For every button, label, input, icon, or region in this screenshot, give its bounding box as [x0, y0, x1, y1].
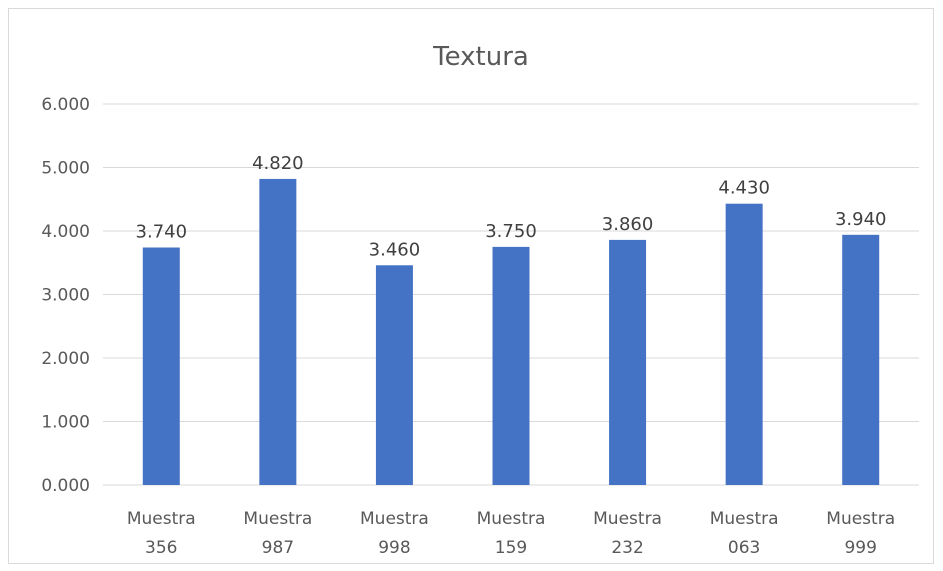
data-label: 3.460 — [369, 239, 421, 260]
y-tick-label: 3.000 — [41, 286, 90, 306]
y-axis: 0.000 1.000 2.000 3.000 4.000 5.000 6.000 — [41, 95, 90, 496]
x-tick-label: Muestra — [127, 509, 196, 529]
bar — [375, 265, 413, 485]
chart-title: Textura — [432, 42, 529, 72]
x-tick-label: 998 — [378, 538, 410, 558]
x-tick-label: Muestra — [826, 509, 895, 529]
data-label: 4.820 — [252, 153, 304, 174]
x-tick-label: Muestra — [243, 509, 312, 529]
y-tick-label: 1.000 — [41, 413, 90, 433]
data-label: 3.940 — [835, 209, 887, 230]
y-tick-label: 5.000 — [41, 159, 90, 179]
x-tick-label: 987 — [262, 538, 294, 558]
x-tick-label: 232 — [611, 538, 643, 558]
data-label: 3.860 — [602, 214, 654, 235]
y-tick-label: 2.000 — [41, 349, 90, 369]
bars — [142, 178, 880, 485]
data-label: 3.750 — [485, 221, 537, 242]
x-tick-label: 999 — [844, 538, 876, 558]
data-label: 3.740 — [136, 222, 188, 243]
data-labels: 3.740 4.820 3.460 3.750 3.860 4.430 3.940 — [136, 153, 887, 260]
bar — [725, 203, 763, 485]
chart-frame: Textura 0.000 1.000 2.000 3.000 4.000 5.000 6.… — [8, 8, 934, 564]
x-tick-label: Muestra — [710, 509, 779, 529]
x-tick-label: Muestra — [593, 509, 662, 529]
x-tick-label: 159 — [495, 538, 527, 558]
bar — [842, 234, 880, 485]
x-tick-label: Muestra — [360, 509, 429, 529]
bar — [142, 247, 180, 485]
bar — [259, 178, 297, 485]
x-axis: Muestra 356 Muestra 987 Muestra 998 Muestra 159… — [127, 509, 895, 558]
bar-chart: Textura 0.000 1.000 2.000 3.000 4.000 5.000 6.… — [41, 42, 919, 558]
data-label: 4.430 — [718, 178, 770, 199]
x-tick-label: 063 — [728, 538, 760, 558]
y-tick-label: 4.000 — [41, 222, 90, 242]
y-tick-label: 6.000 — [41, 95, 90, 115]
bar — [609, 239, 647, 485]
y-tick-label: 0.000 — [41, 476, 90, 496]
x-tick-label: 356 — [145, 538, 177, 558]
x-tick-label: Muestra — [477, 509, 546, 529]
bar — [492, 246, 530, 485]
